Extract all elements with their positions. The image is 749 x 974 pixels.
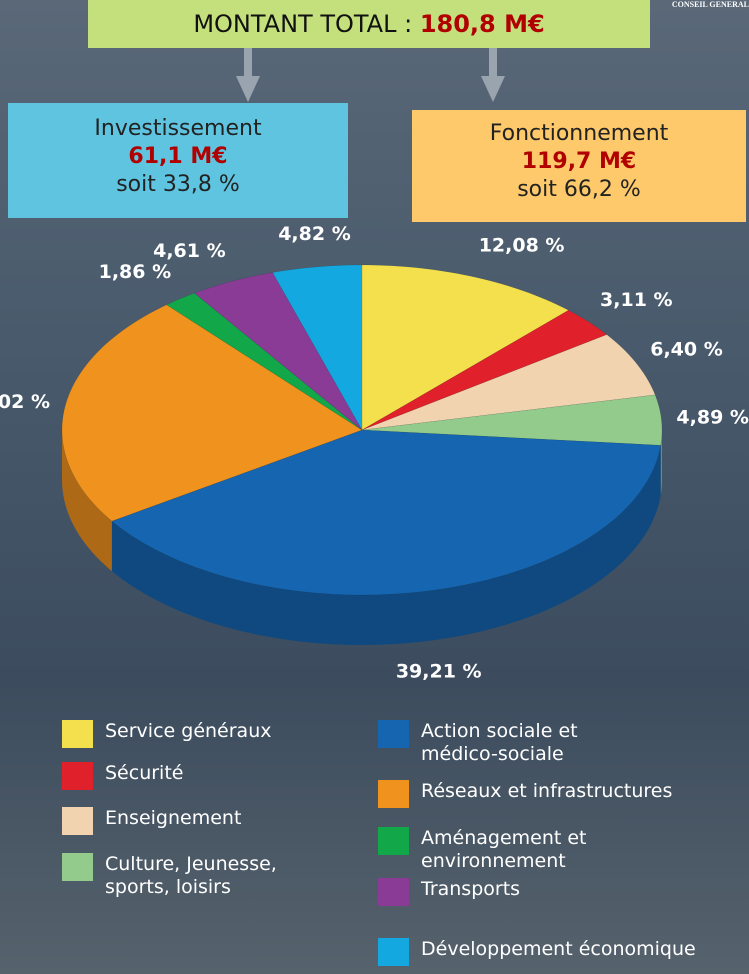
legend-swatch (62, 807, 93, 835)
legend-item: Transports (378, 878, 749, 906)
legend-swatch (62, 720, 93, 748)
legend-item: Service généraux (62, 720, 322, 748)
page: CONSEIL GENERAL MONTANT TOTAL : 180,8 M€… (0, 0, 749, 974)
value-label: 3,11 % (600, 289, 673, 311)
legend-swatch (378, 878, 409, 906)
value-label: 23,02 % (0, 391, 50, 413)
value-label: 1,86 % (99, 261, 172, 283)
legend-label: Transports (421, 878, 520, 901)
value-label: 4,61 % (153, 240, 226, 262)
legend-label: Réseaux et infrastructures (421, 780, 672, 803)
legend-label: Service généraux (105, 720, 271, 743)
legend: Service généraux Sécurité Enseignement Cult… (0, 720, 749, 974)
legend-label: Développement économique (421, 938, 696, 961)
legend-item: Sécurité (62, 762, 322, 790)
legend-item: Aménagement et environnement (378, 827, 749, 873)
legend-swatch (378, 780, 409, 808)
legend-label: Aménagement et environnement (421, 827, 631, 873)
legend-swatch (378, 938, 409, 966)
legend-item: Culture, Jeunesse, sports, loisirs (62, 853, 322, 899)
value-label: 39,21 % (396, 661, 482, 683)
legend-label: Enseignement (105, 807, 241, 830)
legend-item: Développement économique (378, 938, 749, 966)
value-label: 12,08 % (479, 235, 565, 257)
legend-label: Action sociale et médico-sociale (421, 720, 651, 766)
legend-label: Sécurité (105, 762, 183, 785)
legend-label: Culture, Jeunesse, sports, loisirs (105, 853, 305, 899)
value-label: 4,82 % (278, 223, 351, 245)
legend-item: Réseaux et infrastructures (378, 780, 749, 808)
legend-swatch (378, 720, 409, 748)
legend-swatch (378, 827, 409, 855)
value-label: 4,89 % (676, 407, 749, 429)
legend-item: Action sociale et médico-sociale (378, 720, 749, 766)
value-label: 6,40 % (650, 339, 723, 361)
legend-item: Enseignement (62, 807, 322, 835)
legend-swatch (62, 853, 93, 881)
legend-swatch (62, 762, 93, 790)
pie-chart: 12,08 % 3,11 % 6,40 % 4,89 % 39,21 % 23,02 % 1… (0, 0, 749, 720)
